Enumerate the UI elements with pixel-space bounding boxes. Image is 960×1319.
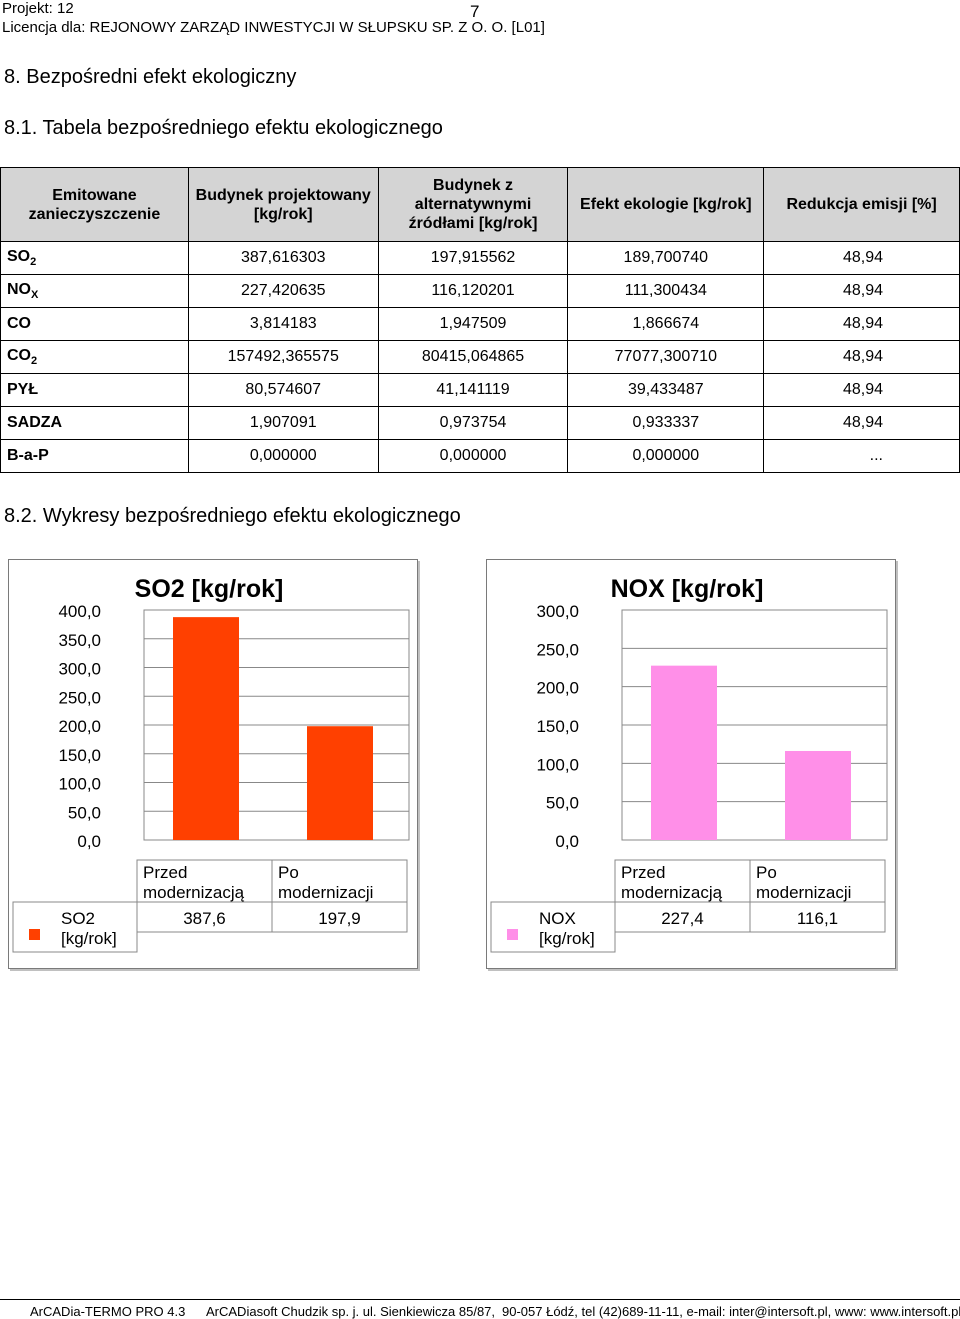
cell-v4: 48,94 (763, 340, 960, 374)
legend-box (490, 901, 616, 953)
legend-swatch (29, 929, 40, 940)
header-alternative: Budynek z alternatywnymi źródłami [kg/ro… (377, 167, 569, 242)
header-effect: Efekt ekologie [kg/rok] (567, 167, 765, 242)
y-tick-label: 100,0 (536, 755, 579, 774)
bar (307, 726, 373, 840)
value-label: 197,9 (318, 909, 361, 928)
table-row: CO 3,814183 1,947509 1,866674 48,94 (0, 307, 960, 341)
y-tick-label: 0,0 (77, 832, 101, 851)
cell-v4: 48,94 (763, 406, 960, 440)
y-tick-label: 50,0 (546, 794, 579, 813)
legend-box (12, 901, 138, 953)
footer-contact: 90-057 Łódź, tel (42)689-11-11, e-mail: … (502, 1304, 960, 1319)
table-row: PYŁ 80,574607 41,141119 39,433487 48,94 (0, 373, 960, 407)
table-row: SO2 387,616303 197,915562 189,700740 48,94 (0, 241, 960, 275)
cell-v3: 189,700740 (567, 241, 765, 275)
category-label: Po modernizacji (278, 863, 373, 902)
y-tick-label: 300,0 (536, 602, 579, 621)
cell-v3: 77077,300710 (567, 340, 765, 374)
chart-title: NOX [kg/rok] (611, 575, 764, 603)
bar (785, 750, 851, 840)
y-tick-label: 350,0 (58, 631, 101, 650)
chart-title: SO2 [kg/rok] (135, 575, 284, 603)
cell-v2: 80415,064865 (377, 340, 569, 374)
value-label: 227,4 (661, 909, 704, 928)
cell-v4: 48,94 (763, 373, 960, 407)
y-tick-label: 300,0 (58, 660, 101, 679)
table-row: NOX 227,420635 116,120201 111,300434 48,94 (0, 274, 960, 308)
section-8-1-heading: 8.1. Tabela bezpośredniego efektu ekolog… (4, 117, 443, 139)
category-label: Przed modernizacją (143, 863, 245, 902)
footer-app: ArCADia-TERMO PRO 4.3 (30, 1304, 186, 1319)
cell-v1: 157492,365575 (187, 340, 379, 374)
header-pollutant: Emitowane zanieczyszczenie (0, 167, 189, 242)
y-tick-label: 250,0 (58, 688, 101, 707)
cell-v1: 0,000000 (187, 439, 379, 473)
table-row: CO2 157492,365575 80415,064865 77077,300710… (0, 340, 960, 374)
bar (651, 665, 717, 840)
so2-chart: SO2 [kg/rok] 400,0 350,0 300,0 250,0 200,0 150… (8, 559, 418, 969)
header-reduction: Redukcja emisji [%] (763, 167, 960, 242)
cell-v1: 1,907091 (187, 406, 379, 440)
legend-label: NOX [kg/rok] (539, 909, 595, 948)
y-tick-label: 0,0 (555, 832, 579, 851)
y-tick-label: 50,0 (68, 803, 101, 822)
pollutant-name: PYŁ (0, 373, 189, 407)
page-number: 7 (470, 2, 480, 21)
cell-v1: 80,574607 (187, 373, 379, 407)
ecology-table: Emitowane zanieczyszczenie Budynek proje… (0, 167, 960, 473)
pollutant-name: NOX (0, 274, 189, 308)
y-tick-label: 200,0 (536, 679, 579, 698)
cell-v1: 387,616303 (187, 241, 379, 275)
cell-v2: 1,947509 (377, 307, 569, 341)
footer-company: ArCADiasoft Chudzik sp. j. ul. Sienkiewi… (206, 1304, 496, 1319)
pollutant-name: CO (0, 307, 189, 341)
footer: ArCADia-TERMO PRO 4.3 ArCADiasoft Chudzi… (0, 1299, 960, 1319)
header-projected: Budynek projektowany [kg/rok] (187, 167, 379, 242)
cell-v1: 3,814183 (187, 307, 379, 341)
cell-v2: 197,915562 (377, 241, 569, 275)
cell-v4: 48,94 (763, 274, 960, 308)
bar (173, 617, 239, 840)
category-label: Przed modernizacją (621, 863, 723, 902)
pollutant-name: B-a-P (0, 439, 189, 473)
table-row: B-a-P 0,000000 0,000000 0,000000... (0, 439, 960, 473)
cell-v3: 0,000000 (567, 439, 765, 473)
pollutant-name: SADZA (0, 406, 189, 440)
value-label: 387,6 (183, 909, 226, 928)
pollutant-name: CO2 (0, 340, 189, 374)
y-tick-label: 250,0 (536, 640, 579, 659)
license-line: Licencja dla: REJONOWY ZARZĄD INWESTYCJI… (2, 19, 545, 36)
nox-chart: NOX [kg/rok] 300,0 250,0 200,0 150,0 100,0 50,… (486, 559, 896, 969)
cell-v3: 0,933337 (567, 406, 765, 440)
section-8-2-heading: 8.2. Wykresy bezpośredniego efektu ekolo… (4, 505, 461, 527)
y-tick-label: 100,0 (58, 775, 101, 794)
category-label: Po modernizacji (756, 863, 851, 902)
project-label: Projekt: 12 (2, 0, 74, 17)
legend-label: SO2 [kg/rok] (61, 909, 117, 948)
section-8-heading: 8. Bezpośredni efekt ekologiczny (4, 66, 297, 88)
cell-v3: 1,866674 (567, 307, 765, 341)
cell-v2: 0,000000 (377, 439, 569, 473)
legend-swatch (507, 929, 518, 940)
cell-v2: 41,141119 (377, 373, 569, 407)
y-tick-label: 400,0 (58, 602, 101, 621)
y-tick-label: 150,0 (58, 746, 101, 765)
cell-v3: 39,433487 (567, 373, 765, 407)
table-row: SADZA 1,907091 0,973754 0,933337 48,94 (0, 406, 960, 440)
cell-v2: 0,973754 (377, 406, 569, 440)
cell-v4: 48,94 (763, 241, 960, 275)
cell-v2: 116,120201 (377, 274, 569, 308)
y-tick-label: 200,0 (58, 717, 101, 736)
value-label: 116,1 (797, 909, 838, 928)
y-tick-label: 150,0 (536, 717, 579, 736)
cell-v4: ... (763, 439, 960, 473)
cell-v3: 111,300434 (567, 274, 765, 308)
cell-v4: 48,94 (763, 307, 960, 341)
cell-v1: 227,420635 (187, 274, 379, 308)
pollutant-name: SO2 (0, 241, 189, 275)
